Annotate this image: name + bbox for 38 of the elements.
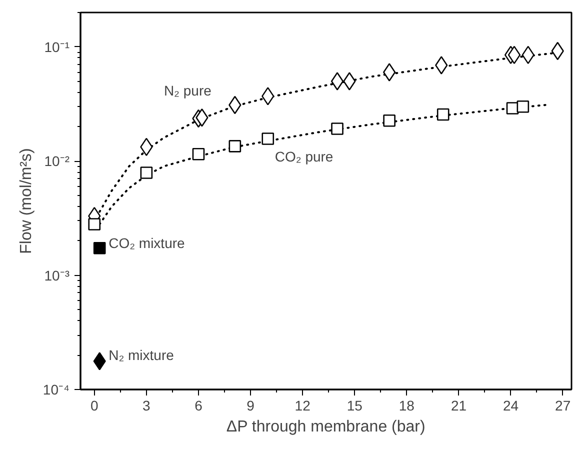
x-tick-label: 9 [246,398,255,414]
point [343,72,356,90]
x-tick-label: 0 [90,398,98,414]
series-label: CO₂ mixture [108,235,186,252]
point [262,87,274,106]
x-axis-title: ΔP through membrane (bar) [226,418,426,436]
point [330,72,344,90]
point [331,122,344,135]
x-tick-label: 21 [450,398,467,414]
point [516,100,530,113]
x-tick-label: 18 [398,398,415,414]
point [383,114,396,127]
point [228,140,242,152]
point [435,56,448,74]
y-tick-label: 10⁻² [44,153,70,170]
point [262,132,274,145]
series-label: N₂ mixture [108,347,174,364]
point [93,242,106,254]
point [88,218,101,230]
x-tick-label: 24 [502,398,519,414]
point [436,108,450,121]
point [93,352,106,370]
series-label: N₂ pure [164,82,212,99]
x-tick-label: 27 [555,398,571,414]
y-axis-title: Flow (mol/m²s) [18,148,35,254]
x-tick-label: 12 [294,398,311,414]
point [508,46,521,64]
point [196,108,208,127]
point [140,166,153,179]
series-label: CO₂ pure [274,148,334,165]
point [192,148,205,160]
point [383,63,396,82]
y-tick-label: 10⁻³ [44,267,70,284]
x-tick-label: 6 [194,398,203,414]
y-tick-label: 10⁻¹ [44,38,70,55]
y-tick-label: 10⁻⁴ [42,382,70,398]
x-tick-label: 3 [142,398,151,414]
x-tick-label: 15 [346,398,363,414]
